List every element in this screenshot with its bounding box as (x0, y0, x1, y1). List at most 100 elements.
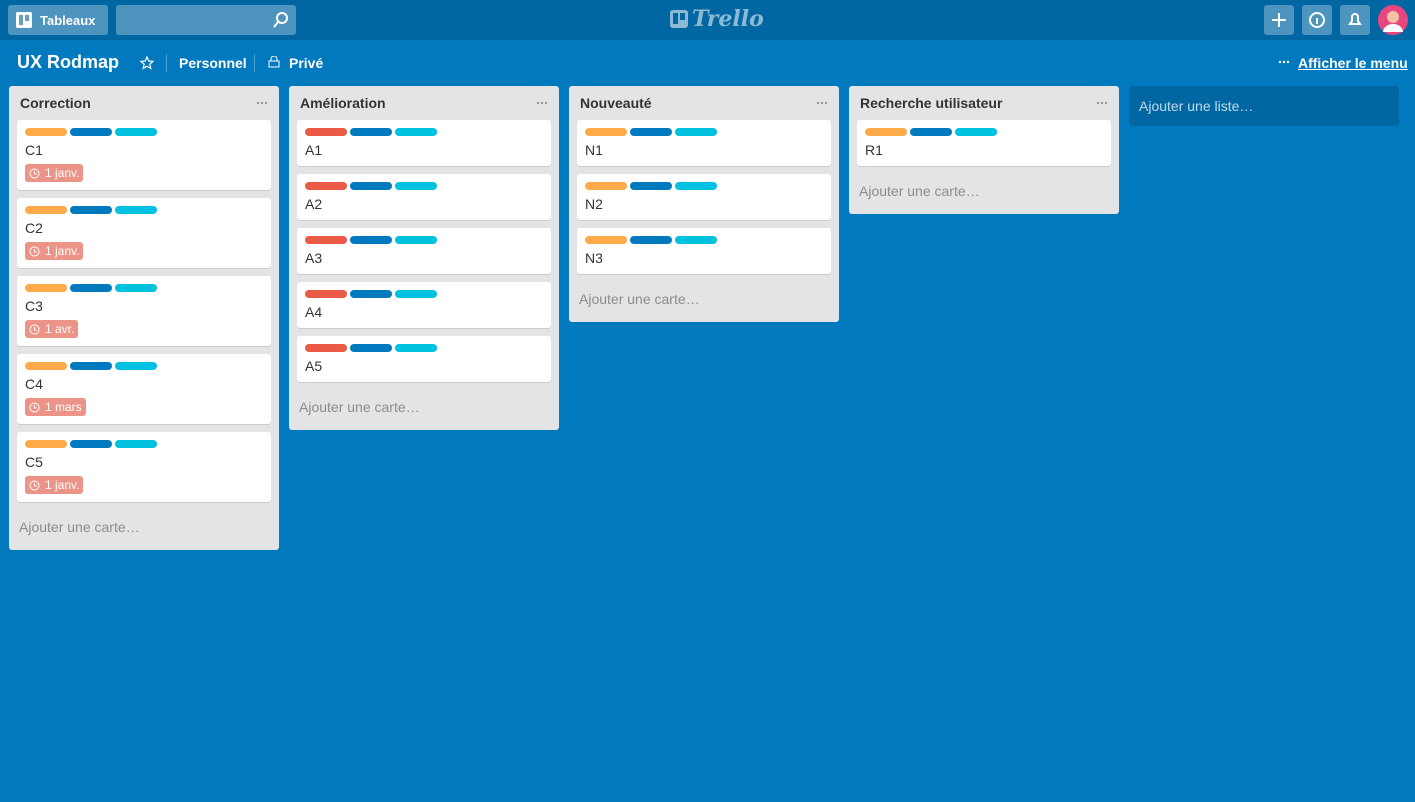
clock-icon (29, 168, 40, 178)
card[interactable]: N3 (577, 228, 831, 274)
card-title: N1 (585, 142, 603, 158)
card-label (865, 128, 907, 136)
info-button[interactable] (1302, 5, 1332, 35)
clock-icon (29, 246, 40, 256)
due-date: 1 avr. (45, 322, 75, 336)
card-label (25, 284, 67, 292)
card-label (395, 290, 437, 298)
card[interactable]: A1 (297, 120, 551, 166)
card-labels (865, 128, 1103, 136)
list-menu-icon (816, 101, 828, 105)
card-label (305, 344, 347, 352)
card-label (25, 206, 67, 214)
card[interactable]: A4 (297, 282, 551, 328)
card[interactable]: C5 1 janv. (17, 432, 271, 502)
list-header: Correction (17, 86, 271, 120)
card[interactable]: A2 (297, 174, 551, 220)
team-label[interactable]: Personnel (179, 55, 247, 71)
add-button[interactable] (1264, 5, 1294, 35)
search-box[interactable] (116, 5, 296, 35)
card-label (395, 236, 437, 244)
due-date: 1 mars (45, 400, 82, 414)
card[interactable]: C2 1 janv. (17, 198, 271, 268)
list-menu-icon (536, 101, 548, 105)
card-label (70, 362, 112, 370)
boards-button[interactable]: Tableaux (8, 5, 108, 35)
card-label (395, 182, 437, 190)
card-label (70, 206, 112, 214)
card-title: N3 (585, 250, 603, 266)
card-labels (305, 344, 543, 352)
due-date: 1 janv. (45, 244, 80, 258)
add-list[interactable]: Ajouter une liste… (1129, 86, 1399, 126)
visibility-label[interactable]: Privé (289, 55, 324, 71)
card-labels (305, 182, 543, 190)
card-label (630, 182, 672, 190)
list: Amélioration A1 A2 A3 A4 A5 Ajouter une carte… (289, 86, 559, 430)
due-badge: 1 janv. (25, 476, 84, 494)
card[interactable]: C3 1 avr. (17, 276, 271, 346)
board-header: UX Rodmap Personnel Privé Afficher le me… (0, 40, 1415, 86)
card-label (585, 236, 627, 244)
separator (254, 54, 255, 72)
card-label (585, 128, 627, 136)
list-menu-icon (1096, 101, 1108, 105)
card-title: C3 (25, 298, 43, 314)
card-label (25, 128, 67, 136)
due-date: 1 janv. (45, 166, 80, 180)
list-name[interactable]: Correction (20, 95, 91, 111)
card[interactable]: A5 (297, 336, 551, 382)
avatar[interactable] (1378, 5, 1408, 35)
due-badge: 1 avr. (25, 320, 79, 338)
card-labels (25, 128, 263, 136)
card[interactable]: C4 1 mars (17, 354, 271, 424)
clock-icon (29, 324, 40, 334)
card-label (70, 284, 112, 292)
add-card[interactable]: Ajouter une carte… (299, 399, 420, 415)
card-title: C2 (25, 220, 43, 236)
list-menu-icon (256, 101, 268, 105)
info-icon (1309, 12, 1325, 28)
card-label (910, 128, 952, 136)
card-label (630, 236, 672, 244)
list: Recherche utilisateur R1 Ajouter une carte… (849, 86, 1119, 214)
plus-icon (1272, 13, 1286, 27)
card-label (305, 128, 347, 136)
add-card[interactable]: Ajouter une carte… (859, 183, 980, 199)
card-label (115, 440, 157, 448)
board-title[interactable]: UX Rodmap (17, 52, 120, 72)
card-label (350, 236, 392, 244)
logo-text: Trello (692, 6, 764, 32)
card[interactable]: N2 (577, 174, 831, 220)
list-name[interactable]: Amélioration (300, 95, 386, 111)
card[interactable]: N1 (577, 120, 831, 166)
card-label (305, 290, 347, 298)
card[interactable]: R1 (857, 120, 1111, 166)
card-label (25, 362, 67, 370)
card-label (675, 236, 717, 244)
list-header: Amélioration (297, 86, 551, 120)
card[interactable]: A3 (297, 228, 551, 274)
card-title: C1 (25, 142, 43, 158)
card-label (115, 362, 157, 370)
card-title: A4 (305, 304, 323, 320)
add-card[interactable]: Ajouter une carte… (19, 519, 140, 535)
list-name[interactable]: Nouveauté (580, 95, 652, 111)
star-icon[interactable] (140, 56, 154, 70)
clock-icon (29, 480, 40, 490)
card[interactable]: C1 1 janv. (17, 120, 271, 190)
lists: Correction C1 1 janv. C2 1 janv. C3 1 avr. C4 1 … (9, 86, 1399, 550)
list-name[interactable]: Recherche utilisateur (860, 95, 1003, 111)
card-label (350, 128, 392, 136)
card-label (630, 128, 672, 136)
show-menu[interactable]: Afficher le menu (1298, 55, 1408, 71)
notifications-button[interactable] (1340, 5, 1370, 35)
logo[interactable]: Trello (670, 6, 764, 32)
card-title: N2 (585, 196, 603, 212)
add-card[interactable]: Ajouter une carte… (579, 291, 700, 307)
card-title: R1 (865, 142, 883, 158)
card-label (25, 440, 67, 448)
card-labels (25, 284, 263, 292)
card-label (395, 128, 437, 136)
